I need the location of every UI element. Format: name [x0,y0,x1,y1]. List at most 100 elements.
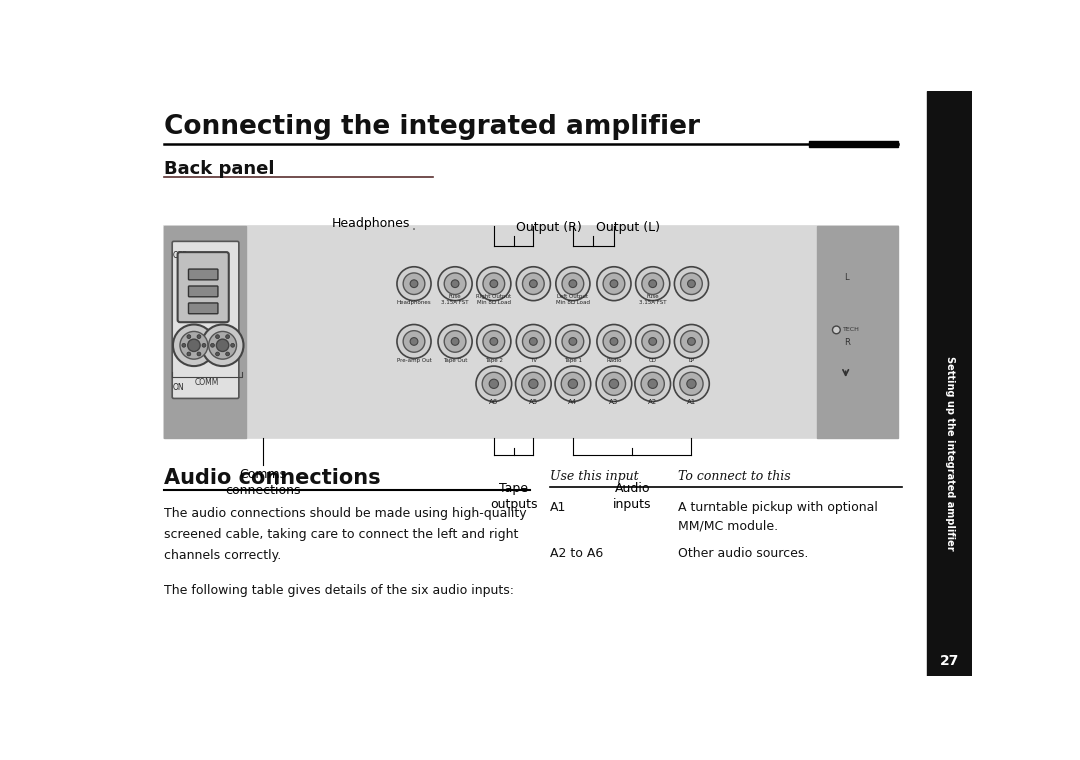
Text: Setting up the integrated amplifier: Setting up the integrated amplifier [945,356,955,550]
Bar [927,91,972,676]
Circle shape [522,372,545,395]
Circle shape [680,331,702,352]
Circle shape [231,344,234,347]
Text: COMM: COMM [194,378,219,387]
Circle shape [674,325,708,359]
Circle shape [529,337,537,345]
Circle shape [642,331,663,352]
Circle shape [188,339,200,351]
Text: A1: A1 [687,399,697,405]
Text: TV: TV [530,358,537,363]
Circle shape [523,273,544,294]
Circle shape [649,280,657,287]
Circle shape [688,280,696,287]
Circle shape [202,325,243,366]
Text: Use this input: Use this input [550,470,638,483]
Circle shape [569,280,577,287]
Text: 27: 27 [940,654,959,668]
Text: Other audio sources.: Other audio sources. [677,547,808,560]
Circle shape [562,372,584,395]
Circle shape [403,273,424,294]
Circle shape [636,325,670,359]
Circle shape [516,267,551,301]
Circle shape [597,325,631,359]
Text: Comms
connections: Comms connections [225,468,300,498]
Circle shape [444,273,465,294]
Circle shape [226,334,230,338]
Circle shape [438,325,472,359]
Text: Tape 2: Tape 2 [485,358,503,363]
Text: Fuse
3.15A FST: Fuse 3.15A FST [639,294,666,306]
Text: L: L [845,273,849,282]
Circle shape [490,337,498,345]
Circle shape [197,352,201,356]
Text: Tape
outputs: Tape outputs [490,483,538,511]
Circle shape [476,366,512,401]
Circle shape [679,372,703,395]
Circle shape [490,280,498,287]
Text: A2 to A6: A2 to A6 [550,547,603,560]
Text: Right Output
Min 8Ω Load: Right Output Min 8Ω Load [476,294,512,306]
Circle shape [597,267,631,301]
Circle shape [636,267,670,301]
Text: Left Output
Min 8Ω Load: Left Output Min 8Ω Load [556,294,590,306]
Bar [816,226,899,438]
Circle shape [529,379,538,388]
Circle shape [173,325,215,366]
Text: A turntable pickup with optional
MM/MC module.: A turntable pickup with optional MM/MC m… [677,501,877,533]
Text: CD: CD [649,358,657,363]
Circle shape [609,379,619,388]
Text: Tape Out: Tape Out [443,358,468,363]
Text: OFF: OFF [172,251,187,260]
Circle shape [208,331,237,359]
Circle shape [516,325,551,359]
Text: To connect to this: To connect to this [677,470,791,483]
FancyBboxPatch shape [189,303,218,314]
Circle shape [226,352,230,356]
Text: The following table gives details of the six audio inputs:: The following table gives details of the… [164,584,514,597]
Circle shape [603,372,625,395]
Circle shape [202,344,206,347]
Text: A3: A3 [609,399,619,405]
Circle shape [555,366,591,401]
Circle shape [451,337,459,345]
Text: A5: A5 [529,399,538,405]
FancyBboxPatch shape [189,286,218,297]
Text: Tape 1: Tape 1 [564,358,582,363]
Circle shape [181,344,186,347]
Circle shape [187,352,191,356]
Text: TECH: TECH [842,328,860,332]
Bar [164,226,246,438]
Circle shape [410,280,418,287]
Circle shape [562,331,583,352]
Text: Output (R): Output (R) [516,220,582,233]
Circle shape [529,280,537,287]
Circle shape [687,379,697,388]
Text: Audio connections: Audio connections [164,468,381,489]
Circle shape [438,267,472,301]
Circle shape [556,267,590,301]
Text: Back panel: Back panel [164,160,275,179]
Circle shape [648,379,658,388]
Text: Radio: Radio [606,358,622,363]
Circle shape [674,267,708,301]
Circle shape [568,379,578,388]
FancyBboxPatch shape [189,269,218,280]
Circle shape [642,372,664,395]
Text: Output (L): Output (L) [596,220,660,233]
Circle shape [680,273,702,294]
Text: A6: A6 [489,399,499,405]
Circle shape [649,337,657,345]
Circle shape [833,326,840,334]
Circle shape [410,337,418,345]
Text: Fuse
3.15A FST: Fuse 3.15A FST [442,294,469,306]
FancyBboxPatch shape [177,252,229,322]
Circle shape [642,273,663,294]
Text: Audio
inputs: Audio inputs [613,483,651,511]
Text: LP: LP [688,358,694,363]
Circle shape [515,366,551,401]
FancyBboxPatch shape [172,242,239,398]
Circle shape [403,331,424,352]
Circle shape [197,334,201,338]
Text: Headphones: Headphones [396,300,431,306]
